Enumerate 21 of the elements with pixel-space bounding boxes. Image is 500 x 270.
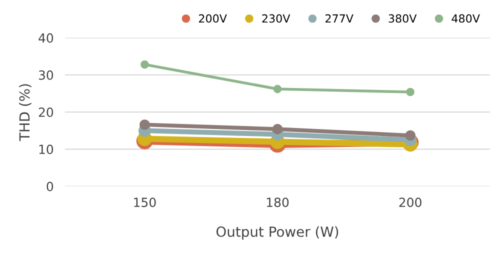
point <box>140 60 149 69</box>
y-tick-label: 30 <box>38 70 54 80</box>
x-tick-label: 180 <box>266 198 289 208</box>
y-tick-label: 40 <box>38 33 54 43</box>
point <box>405 130 416 141</box>
y-tick-label: 10 <box>39 144 54 154</box>
legend-label: 277V <box>326 14 354 23</box>
point <box>139 119 150 130</box>
x-tick-label: 150 <box>134 198 156 208</box>
legend-label: 230V <box>262 14 290 23</box>
y-tick-label: 20 <box>38 108 54 117</box>
y-axis-title: THD (%) <box>19 84 32 142</box>
x-axis-title: Output Power (W) <box>216 226 338 240</box>
legend-label: 200V <box>198 14 227 23</box>
x-tick-label: 200 <box>399 198 422 208</box>
point <box>273 84 282 94</box>
y-tick-label: 0 <box>46 182 54 192</box>
point <box>272 124 283 134</box>
legend-label: 380V <box>388 14 417 23</box>
legend-label: 480V <box>452 14 480 23</box>
point <box>406 88 414 96</box>
